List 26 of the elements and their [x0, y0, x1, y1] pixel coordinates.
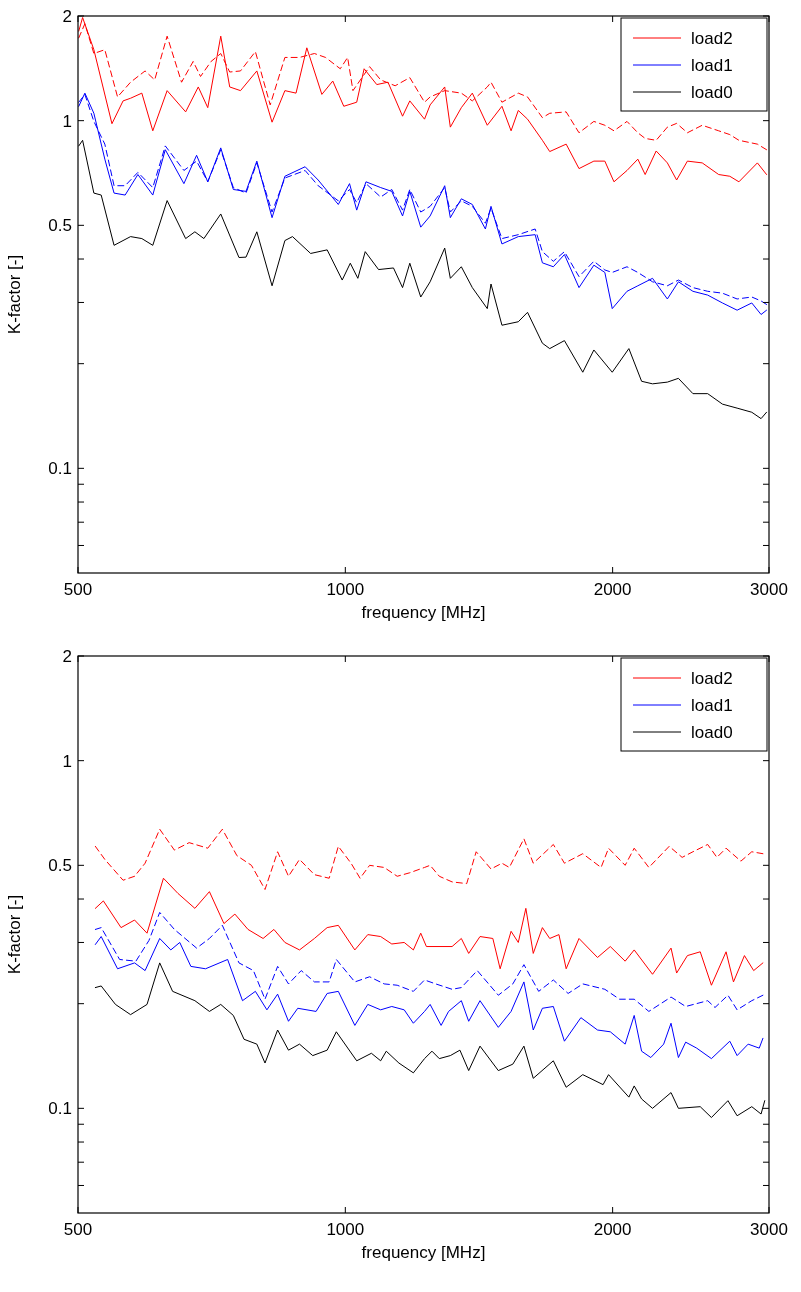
legend-label: load2 [691, 669, 733, 688]
y-tick-label: 2 [62, 7, 72, 26]
y-axis-title: K-factor [-] [5, 894, 24, 975]
x-tick-label: 3000 [750, 580, 788, 599]
legend-label: load0 [691, 723, 733, 742]
legend-label: load1 [691, 56, 733, 75]
x-tick-label: 500 [63, 1220, 93, 1239]
y-tick-label: 0.5 [48, 856, 72, 876]
legend-label: load2 [691, 29, 733, 48]
x-tick-label: 1000 [326, 580, 365, 599]
x-tick-label: 1000 [326, 1220, 365, 1239]
x-tick-label: 3000 [750, 1220, 788, 1239]
y-tick-label: 0.5 [48, 216, 72, 236]
x-axis-title: frequency [MHz] [361, 1243, 486, 1262]
x-tick-label: 2000 [593, 1220, 632, 1239]
legend-label: load0 [691, 83, 733, 102]
y-axis-title: K-factor [-] [5, 254, 24, 335]
x-tick-label: 500 [63, 580, 93, 599]
legend-label: load1 [691, 696, 733, 715]
y-tick-label: 1 [62, 751, 72, 771]
x-axis-title: frequency [MHz] [361, 603, 486, 622]
x-tick-label: 2000 [593, 580, 632, 599]
y-tick-label: 1 [62, 111, 72, 131]
y-tick-label: 0.1 [48, 1099, 72, 1119]
y-tick-label: 2 [62, 647, 72, 666]
y-tick-label: 0.1 [48, 459, 72, 479]
